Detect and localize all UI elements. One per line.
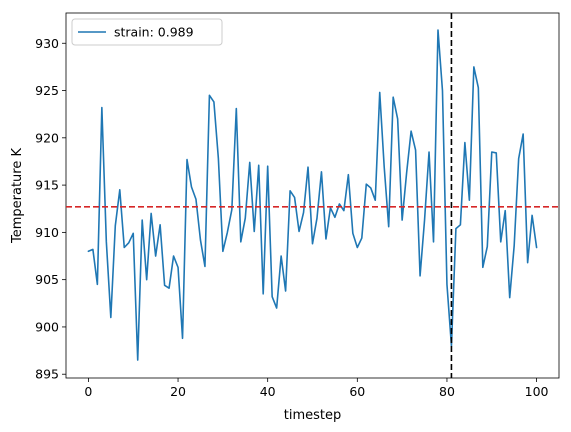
x-tick-label: 100: [525, 384, 549, 399]
y-axis-label: Temperature K: [10, 148, 25, 244]
x-tick-label: 0: [84, 384, 92, 399]
reference-lines: [66, 13, 559, 378]
y-tick-label: 920: [35, 130, 59, 145]
y-tick-label: 915: [35, 178, 59, 193]
y-tick-label: 930: [35, 36, 59, 51]
legend-box: [71, 18, 223, 46]
x-tick-label: 60: [349, 384, 365, 399]
plot-frame: [65, 12, 560, 379]
series-layer: [87, 29, 538, 361]
y-axis: 895 900 905 910 915 920 925 930: [35, 36, 66, 382]
x-axis: 0 20 40 60 80 100: [84, 378, 549, 399]
y-tick-label: 925: [35, 83, 59, 98]
x-tick-label: 20: [170, 384, 186, 399]
y-tick-label: 900: [35, 319, 59, 334]
legend: strain: 0.989: [71, 18, 223, 46]
x-tick-label: 80: [439, 384, 455, 399]
y-tick-label: 905: [35, 272, 59, 287]
x-axis-label: timestep: [284, 408, 342, 423]
y-tick-label: 910: [35, 225, 59, 240]
y-tick-label: 895: [35, 367, 59, 382]
x-tick-label: 40: [260, 384, 276, 399]
legend-label: strain: 0.989: [114, 25, 194, 40]
series-line-0: [87, 29, 538, 361]
